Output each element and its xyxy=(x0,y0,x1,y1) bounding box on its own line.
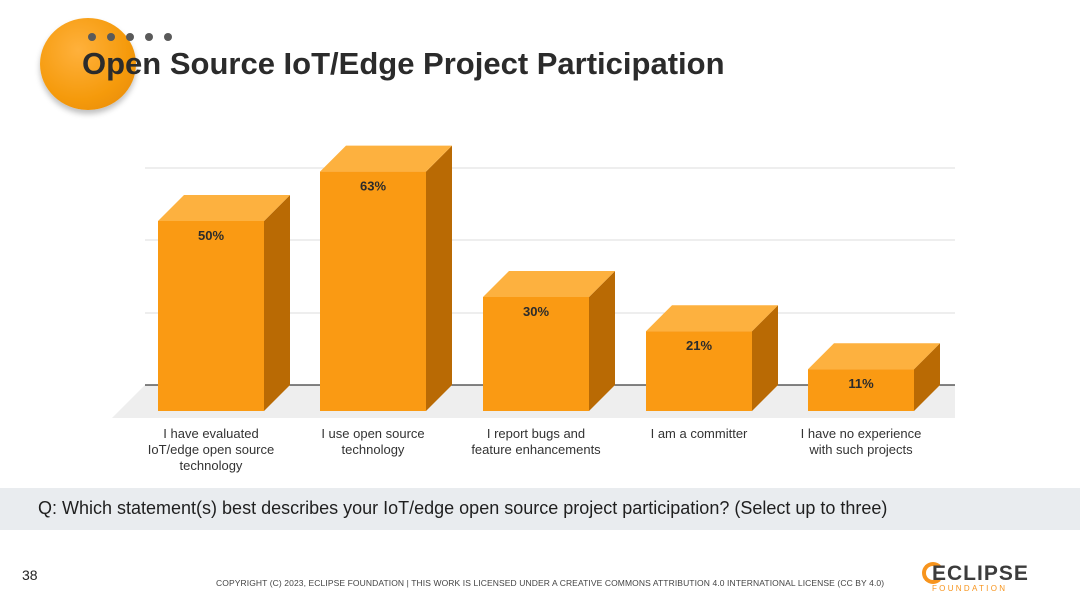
bar-side-0 xyxy=(264,195,290,411)
data-label-2: 30% xyxy=(523,304,549,319)
bar-side-3 xyxy=(752,305,778,411)
category-label-3-0: I am a committer xyxy=(651,426,748,441)
category-label-2-0: I report bugs and xyxy=(487,426,585,441)
survey-question: Q: Which statement(s) best describes you… xyxy=(38,498,888,518)
category-label-0-2: technology xyxy=(180,458,243,473)
category-label-2-1: feature enhancements xyxy=(471,442,601,457)
eclipse-arc-icon xyxy=(922,562,944,584)
bar-top-1 xyxy=(320,145,452,172)
category-label-4-1: with such projects xyxy=(808,442,913,457)
page-number: 38 xyxy=(22,567,38,583)
decorative-dots xyxy=(88,33,172,41)
data-label-4: 11% xyxy=(848,376,874,391)
data-label-0: 50% xyxy=(198,228,224,243)
bar-top-0 xyxy=(158,195,290,221)
category-label-0-1: IoT/edge open source xyxy=(148,442,274,457)
bar-side-1 xyxy=(426,145,452,411)
slide-title: Open Source IoT/Edge Project Participati… xyxy=(82,46,725,81)
data-label-3: 21% xyxy=(686,338,712,353)
category-label-1-0: I use open source xyxy=(321,426,424,441)
bar-3 xyxy=(646,331,752,411)
bar-0 xyxy=(158,221,264,411)
logo-subtitle: FOUNDATION xyxy=(932,584,1008,593)
decorative-orange-circle xyxy=(40,18,136,110)
data-label-1: 63% xyxy=(360,179,386,194)
category-label-4-0: I have no experience xyxy=(801,426,922,441)
logo-word: ECLIPSE xyxy=(932,562,1029,585)
bar-side-4 xyxy=(914,343,940,411)
bar-side-2 xyxy=(589,271,615,411)
bar-4 xyxy=(808,369,914,411)
bar-top-2 xyxy=(483,271,615,297)
question-band xyxy=(0,488,1080,530)
bar-2 xyxy=(483,297,589,411)
category-label-1-1: technology xyxy=(342,442,405,457)
category-label-0-0: I have evaluated xyxy=(163,426,258,441)
eclipse-foundation-logo: ECLIPSE FOUNDATION xyxy=(922,560,1032,600)
bar-top-4 xyxy=(808,343,940,370)
copyright-notice: COPYRIGHT (C) 2023, ECLIPSE FOUNDATION |… xyxy=(216,578,885,588)
bar-1 xyxy=(320,171,426,411)
bar-top-3 xyxy=(646,305,778,332)
